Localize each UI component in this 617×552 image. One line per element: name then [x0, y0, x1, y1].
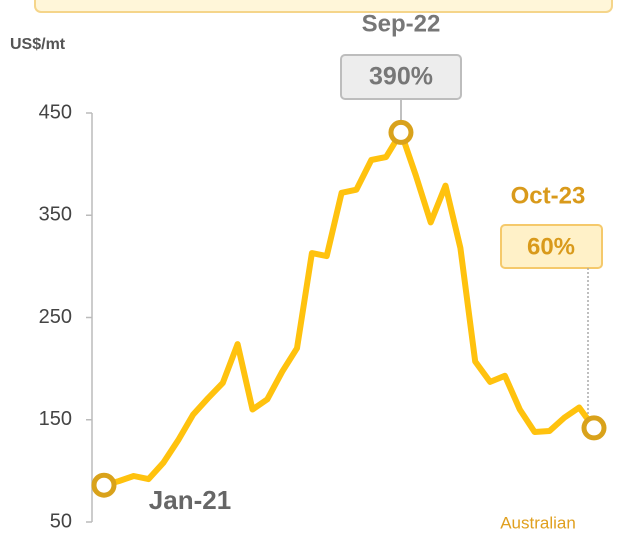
header-box	[34, 0, 613, 13]
peak-box	[340, 54, 462, 100]
highlight-marker	[388, 119, 414, 145]
y-tick-label: 350	[39, 204, 72, 226]
highlight-marker	[581, 415, 607, 441]
end-annotation: 60%	[527, 233, 575, 260]
y-tick-label: 50	[50, 510, 72, 532]
highlight-marker	[91, 472, 117, 498]
end-label: Oct-23	[511, 182, 586, 209]
peak-annotation: 390%	[369, 63, 433, 91]
end-box	[500, 224, 603, 269]
y-axis-label: US$/mt	[10, 36, 66, 53]
start-label: Jan-21	[149, 485, 231, 515]
peak-label: Sep-22	[362, 10, 441, 37]
series-line	[101, 129, 597, 489]
y-tick-label: 450	[39, 101, 72, 123]
y-tick-label: 150	[39, 408, 72, 430]
series-label: Australian	[500, 513, 576, 532]
y-tick-label: 250	[39, 306, 72, 328]
